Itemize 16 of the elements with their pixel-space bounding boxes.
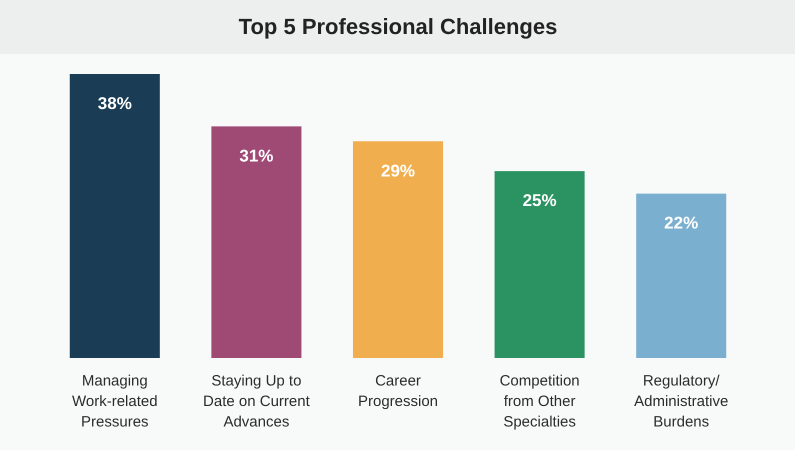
x-tick-label: Competition from Other Specialties [500,372,580,430]
bar [211,126,302,358]
data-label: 29% [380,161,416,180]
chart-title: Top 5 Professional Challenges [238,14,558,39]
x-tick-label: Managing Work-related Pressures [72,372,158,430]
x-tick-label: Career Progression [358,372,438,410]
x-tick-label: Staying Up to Date on Current Advances [203,372,311,430]
data-label: 22% [664,214,698,233]
x-tick-label: Regulatory/Administrative Burdens [634,372,728,430]
data-label: 38% [98,94,132,113]
bar [494,171,585,358]
bar [352,141,444,358]
bar [70,74,160,358]
data-label: 31% [239,146,274,166]
bar [636,194,726,358]
data-label: 25% [522,191,557,210]
